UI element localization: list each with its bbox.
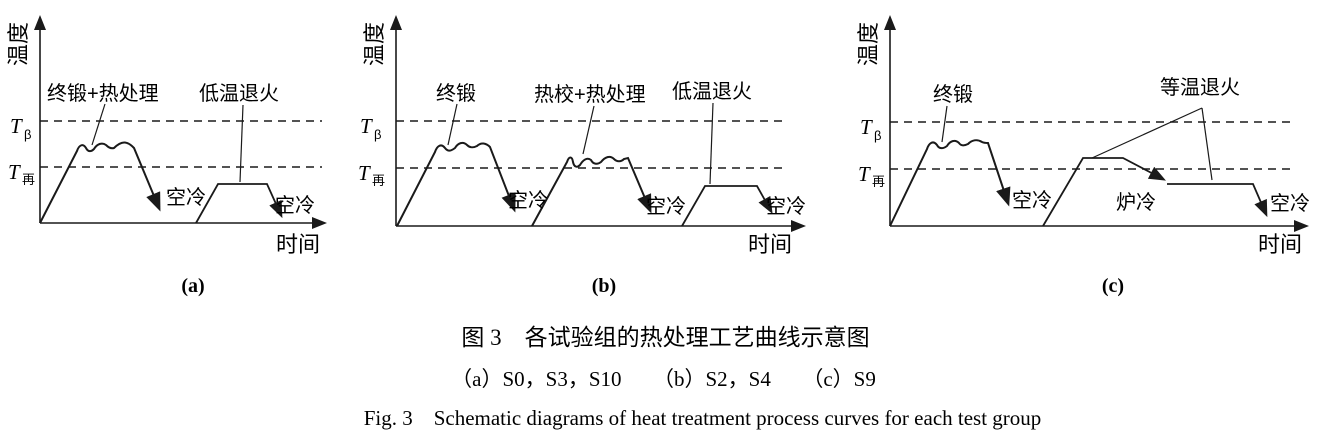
panel-a-tag: (a) [181, 275, 204, 297]
panel-c-tre-label: T [858, 162, 871, 186]
panel-c-aircool2-label: 空冷 [1270, 192, 1310, 215]
panel-c-aircool1-label: 空冷 [1012, 189, 1052, 212]
panel-c-anneal-hold-curve [1167, 183, 1268, 218]
panel-c-anneal-heat-curve [1042, 157, 1166, 227]
panel-b-x-axis-label: 时间 [748, 232, 792, 257]
panel-b-stage3-leader [709, 102, 714, 185]
panel-b-forging-curve [396, 141, 516, 227]
caption-subfigure-key: （a）S0，S3，S10 （b）S2，S4 （c）S9 [451, 367, 876, 391]
panel-c-furnace-cool-label: 炉冷 [1116, 191, 1156, 214]
panel-b-annealing-curve [681, 185, 773, 227]
panel-a-annealing-curve [195, 183, 283, 224]
caption-chinese-title: 图 3 各试验组的热处理工艺曲线示意图 [461, 325, 870, 350]
panel-b-tag: (b) [592, 275, 616, 297]
figure-canvas: 温度 T β T 再 终锻+热处理 低温退火 空冷 空冷 时间 (a) 温度 [6, 15, 1310, 297]
panel-a-tbeta-sub: β [24, 127, 31, 142]
panel-a-tbeta-label: T [10, 114, 23, 138]
panel-c-tag: (c) [1102, 275, 1124, 297]
panel-c-forging-curve [889, 139, 1011, 227]
panel-b-stage3-label: 低温退火 [672, 80, 752, 103]
panel-b-aircool2-label: 空冷 [646, 195, 686, 218]
caption-english-title: Fig. 3 Schematic diagrams of heat treatm… [363, 406, 1042, 430]
panel-a [34, 15, 327, 229]
panel-b-tre-label: T [358, 161, 371, 185]
panel-a-labels: 温度 T β T 再 终锻+热处理 低温退火 空冷 空冷 时间 (a) [6, 22, 320, 297]
panel-c-stage1-label: 终锻 [933, 83, 973, 106]
panel-b-stage1-label: 终锻 [436, 82, 476, 105]
panel-a-stage1-leader [91, 103, 106, 146]
panel-c-tbeta-sub: β [874, 128, 881, 143]
panel-c-x-axis-label: 时间 [1258, 232, 1302, 257]
panel-b-labels: 温度 T β T 再 终锻 热校+热处理 低温退火 空冷 空冷 空冷 时间 (b… [358, 22, 806, 297]
panel-a-aircool2-label: 空冷 [275, 194, 315, 217]
panel-c-labels: 温度 T β T 再 终锻 等温退火 空冷 炉冷 空冷 时间 (c) [856, 22, 1310, 297]
panel-c-stage2-leader-left [1091, 107, 1203, 159]
panel-c-stage2-label: 等温退火 [1160, 76, 1240, 99]
panel-b-stage2-label: 热校+热处理 [534, 83, 646, 106]
panel-a-stage1-label: 终锻+热处理 [47, 82, 159, 105]
panel-b-stage2-leader [582, 105, 595, 155]
panel-b [390, 15, 806, 232]
panel-a-y-axis-label: 温度 [6, 22, 31, 66]
panel-a-x-axis-label: 时间 [276, 232, 320, 257]
panel-b-aircool1-label: 空冷 [508, 189, 548, 212]
panel-c-tre-sub: 再 [872, 174, 885, 189]
panel-a-aircool1-label: 空冷 [166, 186, 206, 209]
panel-a-forging-curve [39, 141, 161, 224]
panel-a-stage2-label: 低温退火 [199, 82, 279, 105]
panel-c-y-axis-label: 温度 [856, 22, 881, 66]
panel-b-stage1-leader [447, 103, 458, 146]
panel-b-y-axis-label: 温度 [362, 22, 387, 66]
panel-c-stage1-leader [941, 105, 948, 143]
panel-a-stage2-leader [239, 104, 244, 183]
panel-c [884, 15, 1309, 232]
figure-caption: 图 3 各试验组的热处理工艺曲线示意图 （a）S0，S3，S10 （b）S2，S… [0, 318, 1319, 432]
panel-b-tre-sub: 再 [372, 173, 385, 188]
panel-c-tbeta-label: T [860, 115, 873, 139]
panel-b-aircool3-label: 空冷 [766, 195, 806, 218]
panel-a-tre-label: T [8, 160, 21, 184]
panel-b-tbeta-sub: β [374, 127, 381, 142]
panel-c-stage2-leader-right [1201, 107, 1213, 181]
panel-a-tre-sub: 再 [22, 172, 35, 187]
panel-b-tbeta-label: T [360, 114, 373, 138]
panel-b-sizing-curve [531, 155, 652, 227]
